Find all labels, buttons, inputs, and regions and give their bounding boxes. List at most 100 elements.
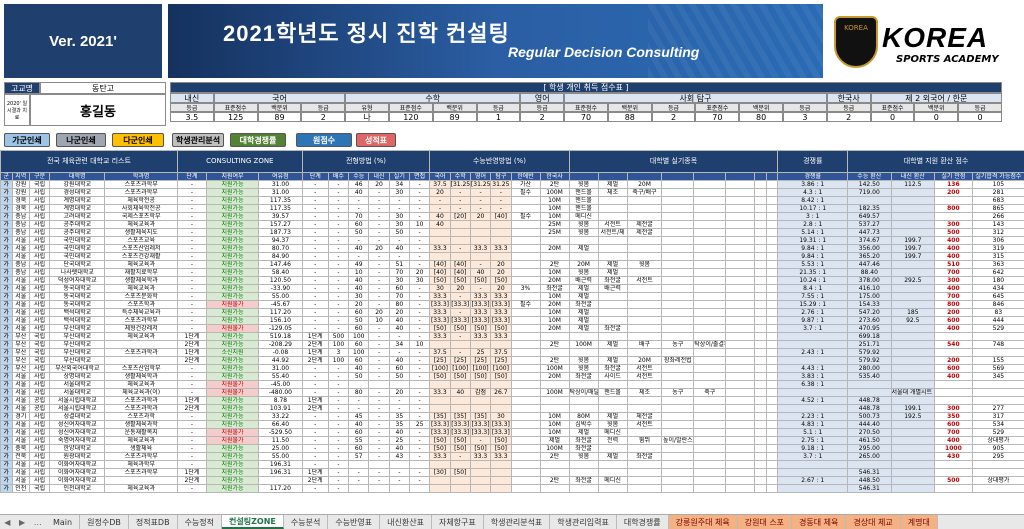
score-value-cell[interactable]: 1 <box>476 112 521 122</box>
sheet-tab[interactable]: 경동대 체육 <box>792 515 847 529</box>
table-row[interactable]: 가 서울 사립 국민대학교 스포츠건강재활 - 지원가능 84.90- - - - - -9.84 : … <box>0 252 1024 261</box>
table-row[interactable]: 가 인천 국립 인천대학교 체육교육과 - 지원가능 117.20- -546.31 <box>0 484 1024 493</box>
score-value-cell[interactable]: 70 <box>695 112 740 122</box>
print-da-button[interactable]: 다군인쇄 <box>112 133 164 147</box>
score-value-cell[interactable]: 2 <box>826 112 871 122</box>
student-analysis-button[interactable]: 학생관리분석 <box>172 133 224 147</box>
table-row[interactable]: 가 서울 사립 이화여자대학교 2단계 지원가능 2단계 - - - - -2탄 좌전굴 메디신 2.67 … <box>0 476 1024 485</box>
student-name[interactable]: 홍길동 <box>30 94 166 126</box>
table-cell <box>765 340 779 349</box>
table-row[interactable]: 가 부산 국립 부산대학교 2단계 지원가능 -208.29 2단계 100 60-34 10 2탄 1… <box>0 340 1024 349</box>
table-row[interactable]: 가 충남 사립 공주대학교 생활체육지도 - 지원가능 187.73- -50-50-25M 윗몸… <box>0 228 1024 237</box>
score-value-cell[interactable]: 0 <box>958 112 1002 122</box>
sheet-tab[interactable]: 학생관리입력표 <box>550 515 617 529</box>
sheet-tab[interactable]: 학생관리분석표 <box>484 515 551 529</box>
sheet-tab[interactable]: 경상대 체교 <box>846 515 901 529</box>
table-row[interactable]: 가 서울 공립 서울시립대학교 스포츠과학과 1단계 지원가능 8.78 1단계 - - - - -4.5… <box>0 396 1024 405</box>
table-row[interactable]: 가 서울 사립 서울대학교 체육교육과 - 지원불가 -45.00- -6.38 : 1 <box>0 380 1024 389</box>
score-value-cell[interactable]: 3 <box>783 112 827 122</box>
table-row[interactable]: 가 서울 사립 이화여자대학교 체육과학부 - 지원가능 196.31- - <box>0 460 1024 469</box>
sheet-tab[interactable]: 원정수DB <box>80 515 129 529</box>
table-row[interactable]: 가 부산 국립 부산대학교 스포츠과학과 1단계 소신지원 -0.08 1단계 3 100- - -37… <box>0 348 1024 357</box>
table-row[interactable]: 가 서울 사립 백석대학교 특수체육교육과 - 지원가능 117.20- -60 20 20-33.… <box>0 308 1024 317</box>
tab-next-icon[interactable]: ▶ <box>19 517 26 527</box>
score-value-cell[interactable]: 2 <box>651 112 696 122</box>
table-cell <box>725 228 756 237</box>
table-cell <box>725 196 756 205</box>
table-row[interactable]: 가 서울 사립 백석대학교 스포츠과학부 - 지원가능 156.10- -50 10 40- [33.… <box>0 316 1024 325</box>
sheet-tab[interactable]: 자체항구표 <box>432 515 484 529</box>
table-row[interactable]: 가 서울 사립 부산대학교 체형건강레저 - 지원불가 -129.05- -60-40- [50]… <box>0 324 1024 333</box>
table-row[interactable]: 가 경북 사립 계명대학교 체육학전공 - 지원가능 117.35- - - - - - - - - -10M 핸… <box>0 196 1024 205</box>
table-row[interactable]: 가 서울 사립 성신여자대학교 운동재활복지 - 지원불가 -529.50- -60-40- [3… <box>0 428 1024 437</box>
table-row[interactable]: 가 서울 공립 서울시립대학교 스포츠과학과 2단계 지원가능 103.91 2단계 - - - - -4… <box>0 404 1024 413</box>
table-cell: 성결대학교 <box>49 412 106 421</box>
table-cell: 지원가능 <box>205 468 260 477</box>
score-value-cell[interactable]: 80 <box>739 112 784 122</box>
score-value-cell[interactable]: 0 <box>870 112 915 122</box>
raw-score-button[interactable]: 원점수 <box>296 133 352 147</box>
score-sheet-button[interactable]: 성적표 <box>356 133 396 147</box>
score-value-cell[interactable]: 89 <box>432 112 477 122</box>
score-value-cell[interactable]: 70 <box>564 112 608 122</box>
table-row[interactable]: 가 경북 사립 계명대학교 사회체육학전공 - 지원가능 117.35- - - - - - - - - -10… <box>0 204 1024 213</box>
table-row[interactable]: 가 서울 사립 동국대학교 체육교육과 - 지원가능 -33.90- -40-60-30 20-2… <box>0 284 1024 293</box>
tab-more-icon[interactable]: … <box>33 517 42 527</box>
score-value-cell[interactable]: 나 <box>345 112 389 122</box>
table-row[interactable]: 가 강원 사립 경성대학교 스포츠과학부 - 지원가능 31.00- -40-30-20- - - 필… <box>0 188 1024 197</box>
table-row[interactable]: 가 서울 사립 국민대학교 스포츠교육 - 지원가능 94.37- - - - - -19.31 : 1… <box>0 236 1024 245</box>
table-row[interactable]: 가 서울 사립 국민대학교 스포츠산업레저 - 지원가능 80.70- -40 20 40-33.3… <box>0 244 1024 253</box>
score-value-cell[interactable]: 2 <box>301 112 346 122</box>
table-row[interactable]: 가 서울 사립 이화여자대학교 스포츠과학부 1단계 지원가능 196.31 1단계 - - - - -[… <box>0 468 1024 477</box>
table-row[interactable]: 가 서울 사립 동국대학교 스포츠학과 - 지원불가 -45.67- -20-80- [33.3]… <box>0 300 1024 309</box>
sheet-tab[interactable]: 정적표DB <box>129 515 178 529</box>
score-value-cell[interactable]: 88 <box>607 112 652 122</box>
sheet-tab[interactable]: 수능반영표 <box>328 515 381 529</box>
table-row[interactable]: 가 부산 사립 부산외국어대학교 스포츠산업학부 - 지원가능 31.00- -40-60- [1… <box>0 364 1024 373</box>
score-value-cell[interactable]: 3.5 <box>170 112 214 122</box>
table-row[interactable]: 가 충남 사립 공주대학교 체육교육과 - 지원가능 157.27- -60-30 10 40 25M… <box>0 220 1024 229</box>
table-cell: 사립 <box>28 460 51 469</box>
table-row[interactable]: 가 부산 국립 부산대학교 2단계 지원가능 44.92 2단계 100 60-40- [25] [2… <box>0 356 1024 365</box>
school-name[interactable]: 동탄고 <box>40 82 166 94</box>
sheet-tab[interactable]: 수능분석 <box>284 515 329 529</box>
table-row[interactable]: 가 부산 국립 부산대학교 체육교육과 1단계 지원가능 519.18 1단계 500 100- - -… <box>0 332 1024 341</box>
table-row[interactable]: 가 서울 사립 서울대학교 체육교육과(이) - 지원불가 -480.00- -80-20-33… <box>0 388 1024 397</box>
sheet-tab[interactable]: 컨설팅ZONE <box>222 515 284 529</box>
table-row[interactable]: 가 충남 사립 나사렛대학교 재활치료학부 - 지원가능 58.40- -10-70 20 [40]… <box>0 268 1024 277</box>
table-cell <box>368 484 390 493</box>
print-na-button[interactable]: 나군인쇄 <box>56 133 106 147</box>
sheet-tab[interactable]: 수능정적 <box>178 515 223 529</box>
table-row[interactable]: 가 경기 사립 성결대학교 스포츠과학 - 지원가능 33.22- -45-35- [35] [35… <box>0 412 1024 421</box>
table-cell: 가 <box>0 300 13 309</box>
score-value-cell[interactable]: 2 <box>520 112 565 122</box>
sheet-tab[interactable]: 대학경쟁률 <box>617 515 669 529</box>
sheet-tab[interactable]: 강원대 스포 <box>737 515 793 529</box>
table-row[interactable]: 가 충북 사립 한양대학교 생활체육 - 지원가능 25.00- -60-40- [50] [50]… <box>0 444 1024 453</box>
competition-rate-button[interactable]: 대학경쟁률 <box>230 133 286 147</box>
table-row[interactable]: 가 강원 국립 강원대학교 스포츠과학부 - 지원가능 31.00- -46 20 34-37.5[… <box>0 180 1024 189</box>
table-row[interactable]: 가 서울 사립 성신여자대학교 생활체육과학 - 지원가능 66.40- -40-35 25 [33… <box>0 420 1024 429</box>
table-row[interactable]: 가 서울 사립 동국대학교 스포츠문화학 - 지원가능 55.00- -30-70-33.3-3… <box>0 292 1024 301</box>
table-cell: 가 <box>0 188 13 197</box>
table-row[interactable]: 가 충남 사립 고려대학교 국제스포츠학부 - 지원가능 39.57- -70-30-40 [20… <box>0 212 1024 221</box>
score-value-cell[interactable]: 0 <box>914 112 959 122</box>
sheet-tab[interactable]: Main <box>46 515 81 529</box>
table-row[interactable]: 가 서울 사립 상명대학교 생활체육학과 - 지원가능 55.40- -50-50- [50] [5… <box>0 372 1024 381</box>
sheet-tab[interactable]: 계명대 <box>900 515 938 529</box>
table-row[interactable]: 가 서울 사립 덕성여자대학교 생활체육학과 - 지원가능 120.50- -40-30 30 [5… <box>0 276 1024 285</box>
score-value-cell[interactable]: 120 <box>388 112 433 122</box>
tab-prev-icon[interactable]: ◀ <box>4 517 11 527</box>
print-ga-button[interactable]: 가군인쇄 <box>4 133 50 147</box>
sheet-tab[interactable]: 내신환산표 <box>380 515 432 529</box>
table-cell: 농구 <box>661 388 695 397</box>
sheet-tab[interactable]: 강릉원주대 체육 <box>668 515 738 529</box>
score-value-cell[interactable]: 89 <box>257 112 302 122</box>
table-row[interactable]: 가 서울 사립 숙명여자대학교 체육교육과 - 지원불가 11.50- -55-25- [50][… <box>0 436 1024 445</box>
table-row[interactable]: 가 전북 사립 원광대학교 스포츠과학부 - 지원가능 55.00- -57-43-33.3-3… <box>0 452 1024 461</box>
table-row[interactable]: 가 충남 사립 단국대학교 체육교육과 - 지원가능 147.46- -49-51- [40] [4… <box>0 260 1024 269</box>
table-cell <box>539 252 570 261</box>
score-value-cell[interactable]: 125 <box>213 112 258 122</box>
table-cell: 국민대학교 <box>49 252 106 261</box>
table-cell <box>661 188 695 197</box>
